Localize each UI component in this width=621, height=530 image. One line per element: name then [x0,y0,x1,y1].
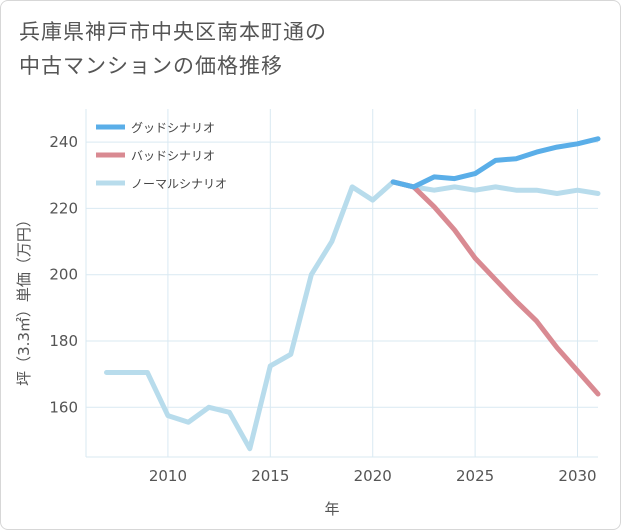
chart-title-line-1: 兵庫県神戸市中央区南本町通の [19,20,327,44]
y-axis-label: 坪（3.3㎡）単価（万円） [15,212,33,386]
series-line-0 [390,136,601,190]
y-tick-label: 240 [49,133,78,151]
series-line-2 [104,179,601,452]
x-tick-label: 2030 [558,467,596,485]
chart-title: 兵庫県神戸市中央区南本町通の 中古マンションの価格推移 [19,15,327,83]
series-line-1 [390,179,601,397]
y-tick-label: 160 [49,398,78,416]
x-tick-label: 2010 [149,467,187,485]
axis-ticks: 160 180 200 220 240 2010 2015 2020 2025 2030 [49,133,596,485]
series-lines [104,136,601,452]
x-tick-label: 2025 [456,467,494,485]
y-tick-label: 200 [49,266,78,284]
grid-lines [85,109,598,458]
x-tick-label: 2015 [251,467,289,485]
legend-label-1: バッドシナリオ [131,149,215,163]
legend-label-0: グッドシナリオ [131,121,215,135]
x-axis-label: 年 [324,500,339,518]
x-tick-label: 2020 [354,467,392,485]
y-tick-label: 180 [49,332,78,350]
chart-title-line-2: 中古マンションの価格推移 [19,54,283,78]
y-tick-label: 220 [49,199,78,217]
legend-label-2: ノーマルシナリオ [131,177,227,191]
